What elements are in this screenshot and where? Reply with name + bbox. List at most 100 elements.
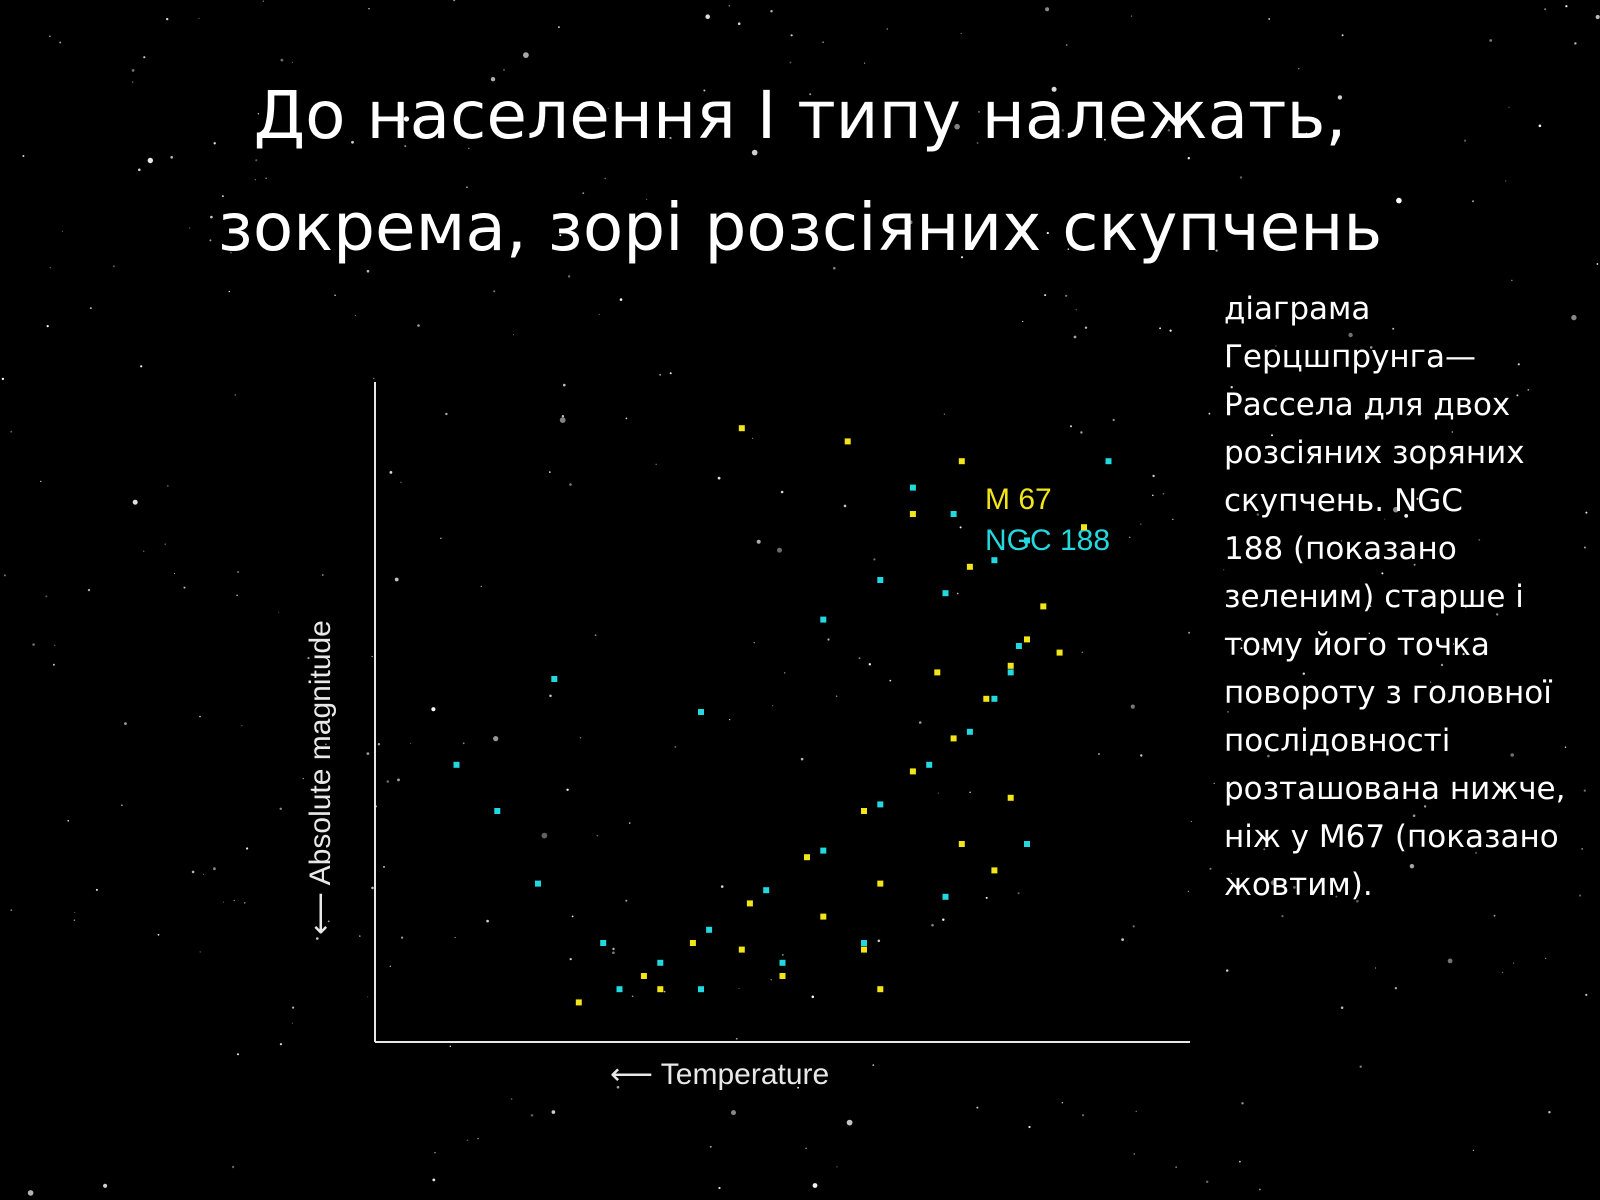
star [166,17,169,21]
star [724,106,726,108]
star [40,480,42,482]
ngc188-point [1015,643,1022,649]
legend-m67: M 67 [985,483,1052,516]
star [669,372,672,375]
star [1464,606,1467,609]
star [1369,605,1372,607]
m67-point [575,999,582,1006]
star [1098,753,1100,755]
star [1321,743,1323,745]
star [1496,613,1499,616]
star [569,958,572,961]
star [805,1147,807,1150]
star [1190,820,1192,823]
ngc188-point [535,880,541,887]
star [95,888,98,891]
star [543,125,545,127]
star [908,220,913,225]
caption-line: діаграма [1224,291,1371,327]
star [1208,412,1211,415]
star [1140,754,1143,757]
star [198,17,200,19]
star [210,215,213,219]
star [812,1183,818,1188]
star [918,721,922,724]
star [645,198,648,201]
star [1130,704,1135,709]
star [1230,386,1233,389]
star [280,58,284,62]
star [827,638,830,641]
star [567,275,571,278]
star [559,417,566,423]
star [1376,454,1378,456]
star [616,1085,620,1089]
star [213,867,216,871]
star [1271,434,1273,437]
star [191,870,195,874]
star [1132,925,1135,928]
star [513,334,514,336]
caption-line: жовтим). [1224,867,1373,903]
ngc188-point [820,847,827,854]
star [631,995,634,998]
star [371,655,373,658]
slide-title: До населення I типу належать, зокрема, з… [0,60,1600,284]
star [1574,42,1577,45]
ngc188-point [991,695,998,702]
star [797,1086,799,1089]
star [1404,514,1409,518]
star [166,485,169,487]
star [283,228,287,231]
ngc188-point [698,709,704,715]
caption-line: Рассела для двох [1224,387,1511,423]
m67-point [966,563,973,570]
star [325,743,327,746]
star [199,715,201,718]
star [709,1145,712,1148]
m67-point [877,986,884,993]
star [1394,987,1398,990]
star [1067,248,1070,250]
star [1028,1125,1031,1129]
star [569,483,572,486]
star [1061,1102,1064,1104]
slide-title-line-2: зокрема, зорі розсіяних скупчень [217,189,1383,266]
star [383,866,385,868]
star [735,1037,738,1040]
caption-line: 188 (показано [1224,531,1457,567]
star [886,28,889,30]
star [1159,327,1161,330]
star [1017,892,1020,895]
star [659,374,661,376]
star [244,902,246,904]
star [1356,899,1359,903]
star [1462,653,1465,656]
star [800,757,804,761]
m67-point [689,940,696,946]
m67-point [746,900,753,907]
star [1081,1114,1085,1117]
star [1585,993,1588,997]
star [705,14,710,19]
star [976,142,979,144]
star [561,415,565,418]
star [864,62,866,64]
star [112,265,115,268]
ngc188-point [551,676,558,682]
star [582,192,585,195]
m67-point [657,986,664,993]
star [354,314,356,317]
star [1392,327,1395,330]
star [394,577,399,582]
star [262,0,264,2]
star [596,834,599,837]
star [541,832,548,839]
ngc188-point [600,940,607,946]
m67-point [909,768,916,775]
star [389,965,392,968]
star [669,136,672,140]
star [1337,95,1343,100]
m67-point [861,946,867,953]
star [131,69,135,72]
